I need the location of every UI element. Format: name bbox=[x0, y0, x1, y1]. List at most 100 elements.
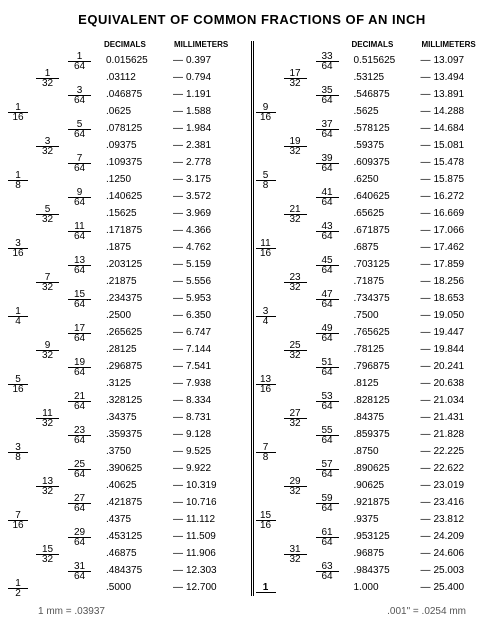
fraction-cells: 732 bbox=[8, 273, 104, 290]
table-row: 116.0625—1.588 bbox=[8, 103, 249, 120]
dash: — bbox=[170, 307, 186, 324]
fraction-cells: 1564 bbox=[8, 290, 104, 307]
table-row: 18.1250—3.175 bbox=[8, 171, 249, 188]
dash: — bbox=[418, 103, 434, 120]
millimeter-value: 6.350 bbox=[186, 307, 234, 324]
fraction-cells: 1732 bbox=[256, 69, 352, 86]
table-row: 716.4375—11.112 bbox=[8, 511, 249, 528]
table-row: 4764.734375—18.653 bbox=[256, 290, 497, 307]
fraction-cells: 564 bbox=[8, 120, 104, 137]
dash: — bbox=[418, 443, 434, 460]
fraction-cells: 34 bbox=[256, 307, 352, 324]
dash: — bbox=[170, 579, 186, 596]
decimal-value: .734375 bbox=[352, 290, 418, 307]
decimal-value: .46875 bbox=[104, 545, 170, 562]
millimeter-value: 8.731 bbox=[186, 409, 234, 426]
dash: — bbox=[418, 545, 434, 562]
millimeter-value: 19.844 bbox=[434, 341, 482, 358]
dash: — bbox=[170, 103, 186, 120]
fraction-cells: 58 bbox=[256, 171, 352, 188]
table-row: 1332.40625—10.319 bbox=[8, 477, 249, 494]
table-row: 1932.59375—15.081 bbox=[256, 137, 497, 154]
decimal-value: .828125 bbox=[352, 392, 418, 409]
table-columns: DECIMALS MILLIMETERS 1640.015625—0.39713… bbox=[8, 41, 496, 596]
dash: — bbox=[418, 358, 434, 375]
table-row: 5164.796875—20.241 bbox=[256, 358, 497, 375]
decimal-value: .8750 bbox=[352, 443, 418, 460]
column-divider bbox=[251, 41, 254, 596]
millimeter-value: 12.303 bbox=[186, 562, 234, 579]
millimeter-value: 5.159 bbox=[186, 256, 234, 273]
fraction-cells: 1132 bbox=[8, 409, 104, 426]
decimal-value: .65625 bbox=[352, 205, 418, 222]
fraction-cells: 316 bbox=[8, 239, 104, 256]
decimal-value: .578125 bbox=[352, 120, 418, 137]
millimeter-value: 5.953 bbox=[186, 290, 234, 307]
fraction-cells: 3132 bbox=[256, 545, 352, 562]
fraction-whole: 1 bbox=[256, 583, 276, 593]
fraction: 12 bbox=[8, 579, 28, 598]
fraction-cells: 2764 bbox=[8, 494, 104, 511]
table-row: 1564.234375—5.953 bbox=[8, 290, 249, 307]
decimal-value: .15625 bbox=[104, 205, 170, 222]
fraction-cells: 1964 bbox=[8, 358, 104, 375]
fraction-cells: 1364 bbox=[8, 256, 104, 273]
footer-right: .001" = .0254 mm bbox=[387, 606, 466, 617]
header-millimeters: MILLIMETERS bbox=[174, 41, 234, 49]
millimeter-value: 15.081 bbox=[434, 137, 482, 154]
millimeter-value: 18.256 bbox=[434, 273, 482, 290]
table-row: 3164.484375—12.303 bbox=[8, 562, 249, 579]
decimal-value: .1875 bbox=[104, 239, 170, 256]
millimeter-value: 13.494 bbox=[434, 69, 482, 86]
millimeter-value: 21.431 bbox=[434, 409, 482, 426]
dash: — bbox=[170, 494, 186, 511]
left-body: 1640.015625—0.397132.03112—0.794364.0468… bbox=[8, 52, 249, 596]
table-row: 732.21875—5.556 bbox=[8, 273, 249, 290]
table-row: 6364.984375—25.003 bbox=[256, 562, 497, 579]
table-row: 12.5000—12.700 bbox=[8, 579, 249, 596]
decimal-value: .421875 bbox=[104, 494, 170, 511]
decimal-value: .109375 bbox=[104, 154, 170, 171]
millimeter-value: 25.400 bbox=[434, 579, 482, 596]
millimeter-value: 22.622 bbox=[434, 460, 482, 477]
millimeter-value: 19.447 bbox=[434, 324, 482, 341]
decimal-value: .4375 bbox=[104, 511, 170, 528]
dash: — bbox=[170, 545, 186, 562]
table-row: 1116.6875—17.462 bbox=[256, 239, 497, 256]
millimeter-value: 7.541 bbox=[186, 358, 234, 375]
millimeter-value: 13.097 bbox=[434, 52, 482, 69]
dash: — bbox=[418, 205, 434, 222]
dash: — bbox=[170, 528, 186, 545]
table-row: 2564.390625—9.922 bbox=[8, 460, 249, 477]
table-row: 5964.921875—23.416 bbox=[256, 494, 497, 511]
millimeter-value: 15.478 bbox=[434, 154, 482, 171]
decimal-value: .96875 bbox=[352, 545, 418, 562]
millimeter-value: 2.778 bbox=[186, 154, 234, 171]
table-row: 1164.171875—4.366 bbox=[8, 222, 249, 239]
millimeter-value: 11.112 bbox=[186, 511, 234, 528]
fraction-cells: 2164 bbox=[8, 392, 104, 409]
dash: — bbox=[418, 188, 434, 205]
fraction-cells: 2564 bbox=[8, 460, 104, 477]
footer-left: 1 mm = .03937 bbox=[38, 606, 105, 617]
millimeter-value: 16.272 bbox=[434, 188, 482, 205]
decimal-value: .9375 bbox=[352, 511, 418, 528]
dash: — bbox=[418, 69, 434, 86]
table-row: 1732.53125—13.494 bbox=[256, 69, 497, 86]
dash: — bbox=[170, 205, 186, 222]
fraction-cells: 2732 bbox=[256, 409, 352, 426]
decimal-value: .203125 bbox=[104, 256, 170, 273]
dash: — bbox=[418, 171, 434, 188]
millimeter-value: 21.034 bbox=[434, 392, 482, 409]
millimeter-value: 9.525 bbox=[186, 443, 234, 460]
dash: — bbox=[170, 375, 186, 392]
dash: — bbox=[418, 86, 434, 103]
dash: — bbox=[418, 154, 434, 171]
fraction-cells: 1764 bbox=[8, 324, 104, 341]
decimal-value: .59375 bbox=[352, 137, 418, 154]
decimal-value: .796875 bbox=[352, 358, 418, 375]
fraction-cells: 3364 bbox=[256, 52, 352, 69]
fraction-cells: 2532 bbox=[256, 341, 352, 358]
table-row: 5564.859375—21.828 bbox=[256, 426, 497, 443]
decimal-value: .5000 bbox=[104, 579, 170, 596]
